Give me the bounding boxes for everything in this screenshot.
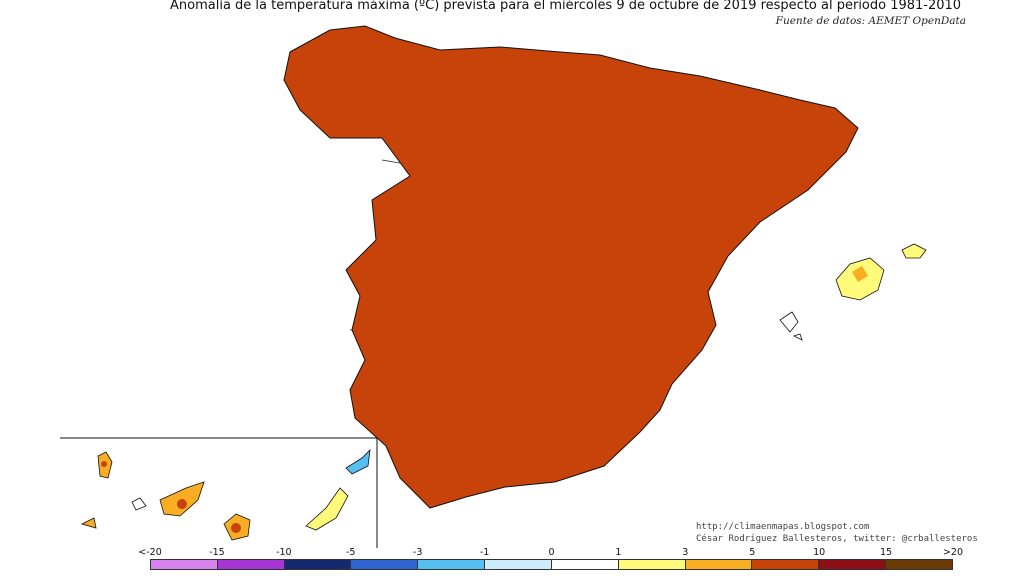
formentera-island (792, 333, 803, 341)
legend-swatch (752, 560, 820, 569)
credit-author: César Rodríguez Ballesteros, twitter: @c… (696, 534, 978, 544)
legend-tick-label: >20 (942, 547, 964, 558)
legend-swatch (485, 560, 552, 569)
legend-tick-label: 0 (548, 547, 555, 558)
ibiza-island (779, 311, 799, 333)
legend-swatch (886, 560, 952, 569)
legend-tick-label: -15 (209, 547, 225, 558)
legend-swatch (351, 560, 419, 569)
legend-tick-label: 5 (749, 547, 756, 558)
la-palma-hot-spot (101, 461, 107, 467)
color-legend (150, 559, 953, 570)
legend-tick-label: 3 (682, 547, 689, 558)
legend-tick-label: 15 (880, 547, 893, 558)
legend-tick-label: -1 (479, 547, 490, 558)
fuerteventura-island (305, 487, 349, 531)
lanzarote-island (345, 448, 371, 475)
mallorca-warm (852, 266, 868, 282)
canary-islands (80, 448, 371, 541)
legend-swatch (819, 560, 887, 569)
legend-swatch (551, 560, 619, 569)
gran-canaria-hot-spot (231, 523, 241, 533)
legend-tick-label: 10 (813, 547, 826, 558)
legend-swatch (151, 560, 218, 569)
legend-tick-label: -10 (276, 547, 292, 558)
legend-swatch (284, 560, 352, 569)
la-gomera-island (131, 497, 147, 511)
el-hierro-island (80, 517, 97, 529)
canary-inset-frame (60, 437, 378, 548)
legend-swatch (418, 560, 486, 569)
portugal-area (230, 140, 382, 440)
tenerife-hot-spot (177, 499, 187, 509)
legend-ticks: <-20 -15 -10 -5 -3 -1 0 1 3 5 10 15 >20 (0, 547, 1024, 559)
legend-tick-label: <-20 (138, 547, 162, 558)
map-title: Anomalía de la temperatura máxima (ºC) p… (170, 0, 962, 13)
legend-swatch (685, 560, 753, 569)
legend-tick-label: 1 (615, 547, 622, 558)
legend-tick-label: -3 (412, 547, 423, 558)
legend-swatch (217, 560, 285, 569)
credit-url[interactable]: http://climaenmapas.blogspot.com (696, 522, 870, 532)
legend-tick-label: -5 (346, 547, 356, 558)
data-source: Fuente de datos: AEMET OpenData (775, 15, 966, 27)
legend-swatch (618, 560, 686, 569)
menorca-island (901, 243, 927, 259)
